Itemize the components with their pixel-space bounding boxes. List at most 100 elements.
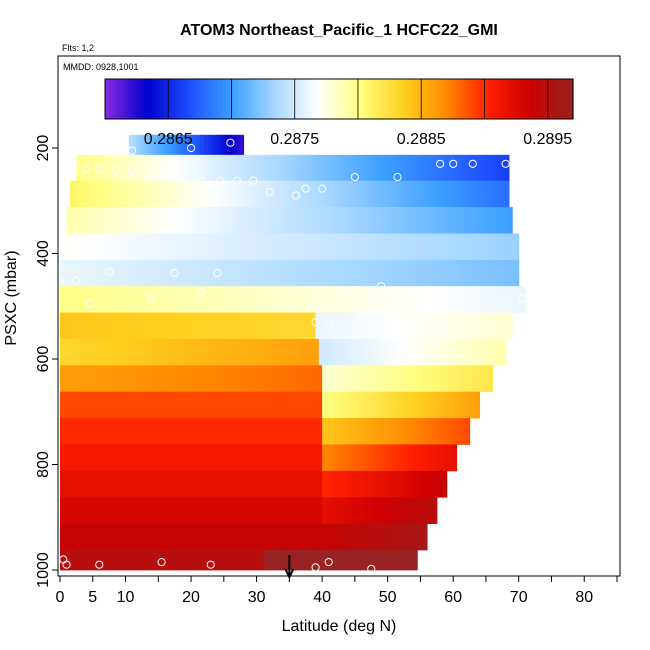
heat-cell <box>286 470 291 498</box>
heat-cell <box>465 418 471 445</box>
heat-cell <box>356 286 362 313</box>
heat-cell <box>251 312 257 340</box>
heat-cell <box>230 418 236 445</box>
heat-cell <box>384 549 390 571</box>
heat-cell <box>94 207 100 234</box>
heat-cell <box>223 134 229 162</box>
heat-cell <box>350 523 355 551</box>
heat-cell <box>103 312 109 340</box>
heat-cell <box>195 523 200 551</box>
heat-cell <box>127 391 133 419</box>
heat-cell <box>254 365 260 393</box>
heat-cell <box>119 444 125 472</box>
heat-cell <box>143 497 148 524</box>
heat-cell <box>167 549 173 571</box>
heat-cell <box>407 259 412 287</box>
heat-cell <box>214 470 220 498</box>
heat-cell <box>175 497 180 524</box>
heat-cell <box>294 523 299 551</box>
heat-cell <box>171 497 176 524</box>
heat-cell <box>222 418 228 445</box>
heat-cell <box>325 180 330 208</box>
heat-cell <box>365 418 371 445</box>
heat-cell <box>263 233 268 261</box>
heat-cell <box>302 497 307 524</box>
heat-cell <box>144 154 150 182</box>
heat-cell <box>484 312 489 340</box>
heat-cell <box>183 470 188 498</box>
heat-cell <box>254 418 260 445</box>
heat-cell <box>235 312 241 340</box>
heat-cell <box>409 418 415 445</box>
heat-cell <box>374 470 379 498</box>
heat-cell <box>391 312 397 340</box>
heat-cell <box>167 259 173 287</box>
heat-cell <box>99 259 105 287</box>
heat-cell <box>128 286 133 313</box>
heat-cell <box>406 523 412 551</box>
heat-cell <box>107 338 113 366</box>
heat-cell <box>364 286 370 313</box>
heat-cell <box>213 180 219 208</box>
heat-cell <box>218 365 224 393</box>
heat-cell <box>310 391 315 419</box>
heat-cell <box>71 259 77 287</box>
heat-cell <box>143 391 148 419</box>
heat-cell <box>435 312 441 340</box>
heat-cell <box>195 207 200 234</box>
heat-cell <box>145 180 151 208</box>
heat-cell <box>239 338 244 366</box>
heat-cell <box>188 286 193 313</box>
heat-cell <box>63 391 69 419</box>
heat-cell <box>359 207 365 234</box>
heat-cell <box>465 286 470 313</box>
heat-cell <box>151 338 157 366</box>
heat-cell <box>407 207 413 234</box>
heat-cell <box>187 233 192 261</box>
heat-cell <box>342 391 347 419</box>
heat-cell <box>464 312 469 340</box>
heat-cell <box>252 154 258 182</box>
heat-cell <box>464 154 470 182</box>
heat-cell <box>123 470 129 498</box>
heat-cell <box>504 312 509 340</box>
heat-cell <box>271 549 276 571</box>
heat-cell <box>91 444 97 472</box>
heat-cell <box>231 134 237 162</box>
heat-cell <box>143 418 148 445</box>
heat-cell <box>151 365 156 393</box>
heat-cell <box>168 134 173 162</box>
heat-cell <box>390 523 396 551</box>
heat-cell <box>367 312 373 340</box>
heat-cell <box>414 470 420 498</box>
heat-cell <box>238 418 244 445</box>
heat-cell <box>356 549 361 571</box>
heat-cell <box>341 365 347 393</box>
heat-cell <box>283 207 288 234</box>
heat-cell <box>113 180 119 208</box>
heat-cell <box>306 233 312 261</box>
sample-point <box>196 287 205 297</box>
heat-cell <box>330 338 336 366</box>
heat-cell <box>71 418 77 445</box>
colorbar-swatch <box>401 79 406 119</box>
heat-cell <box>267 312 273 340</box>
heat-cell <box>107 312 113 340</box>
heat-cell <box>149 180 155 208</box>
sample-point <box>449 159 458 168</box>
colorbar-swatch <box>378 79 383 119</box>
heat-cell <box>374 391 380 419</box>
heat-cell <box>348 154 354 182</box>
heat-cell <box>136 134 142 162</box>
heat-cell <box>486 233 492 261</box>
heat-cell <box>238 365 244 393</box>
heat-cell <box>139 338 145 366</box>
heat-cell <box>290 470 295 498</box>
heat-cell <box>338 338 344 366</box>
heat-cell <box>502 233 508 261</box>
heat-cell <box>506 259 512 287</box>
heat-cell <box>457 418 463 445</box>
heat-cell <box>211 312 217 340</box>
sample-point <box>206 560 215 569</box>
heat-cell <box>378 470 383 498</box>
